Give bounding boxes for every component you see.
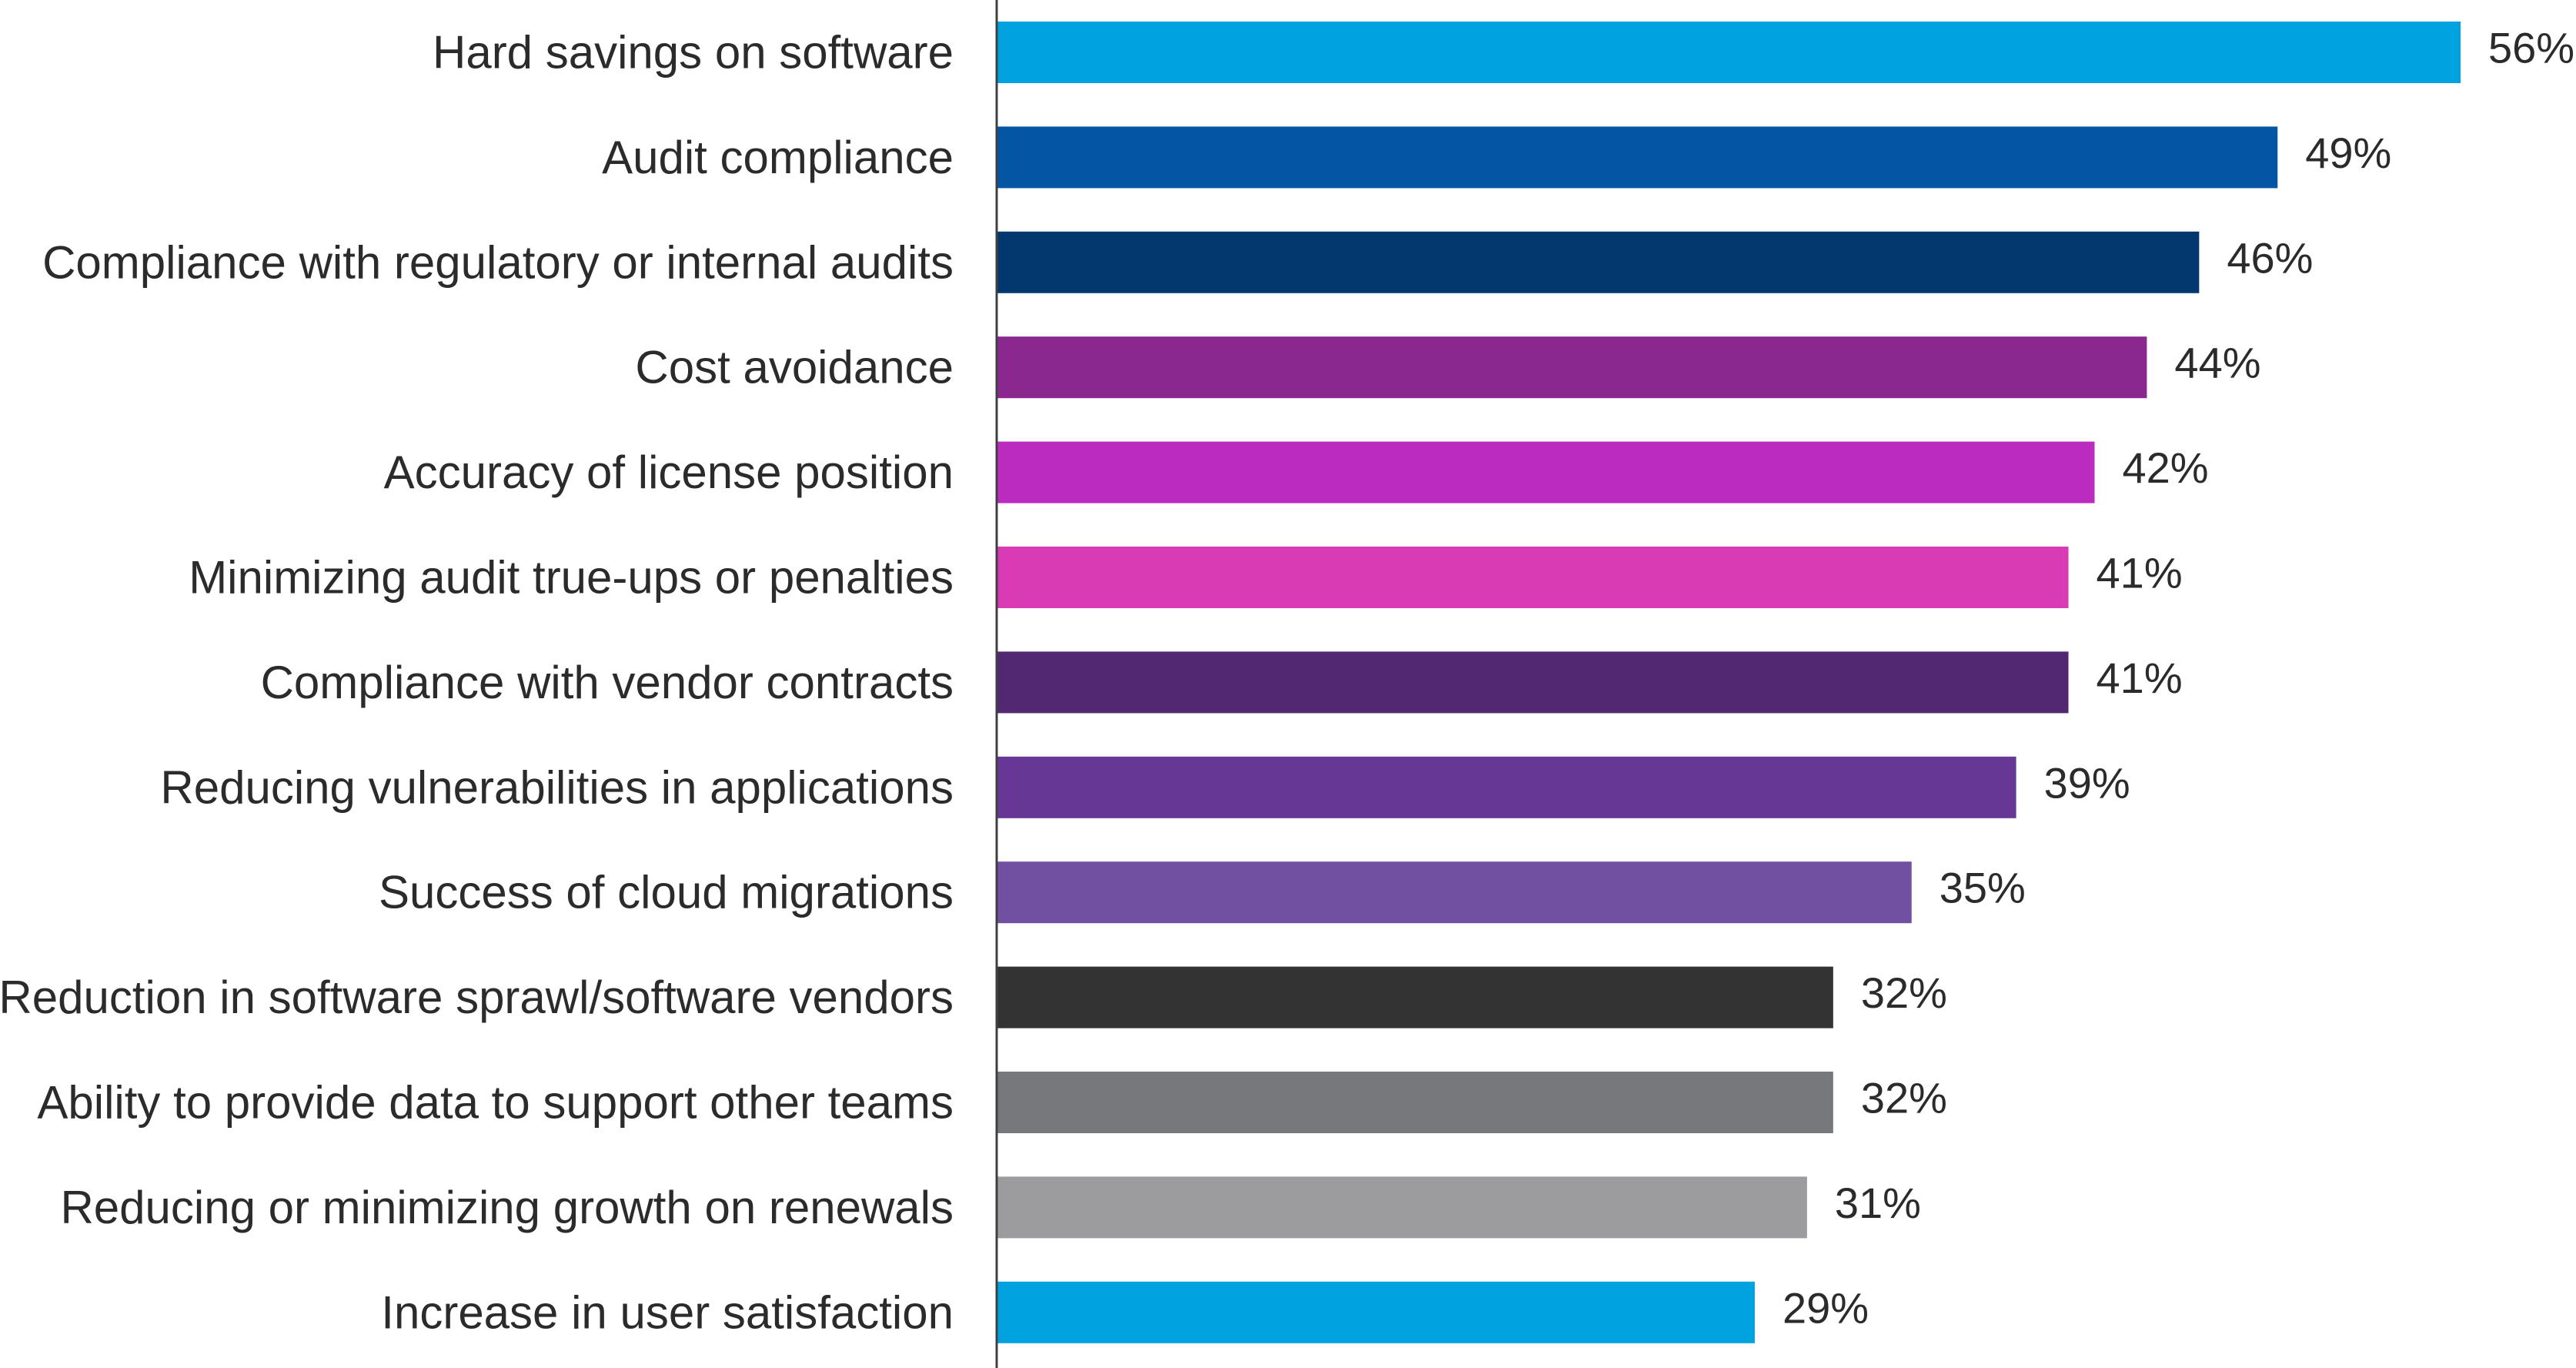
value-label: 49% [2305,129,2391,177]
value-label: 41% [2097,654,2183,702]
value-label: 32% [1861,968,1947,1017]
category-label: Increase in user satisfaction [381,1286,954,1338]
category-label: Success of cloud migrations [379,867,954,918]
category-labels: Hard savings on software Audit compliance… [0,27,954,1339]
value-label: 39% [2044,758,2130,807]
category-label: Reducing vulnerabilities in applications [160,761,954,813]
bar [997,22,2461,83]
category-label: Compliance with regulatory or internal a… [42,236,954,288]
category-label: Compliance with vendor contracts [261,657,954,708]
bar [997,336,2147,399]
value-label: 35% [1940,864,2026,912]
value-label: 56% [2488,24,2574,72]
category-label: Audit compliance [602,132,954,183]
value-label: 29% [1782,1283,1869,1332]
value-label: 46% [2227,233,2313,282]
category-label: Minimizing audit true-ups or penalties [189,552,954,604]
bar [997,126,2278,189]
category-label: Reduction in software sprawl/software ve… [0,972,954,1023]
bar [997,1072,1833,1133]
category-label: Cost avoidance [635,342,954,393]
value-label: 41% [2097,549,2183,597]
bars-group [997,22,2461,1343]
value-label: 44% [2174,339,2260,387]
category-label: Ability to provide data to support other… [37,1077,954,1129]
bar [997,756,2016,818]
bar [997,547,2069,608]
category-label: Hard savings on software [433,27,954,79]
bar [997,651,2069,714]
bar [997,966,1833,1029]
value-label: 42% [2123,443,2209,492]
bar [997,441,2095,503]
category-label: Reducing or minimizing growth on renewal… [60,1182,954,1233]
value-labels: 56% 49% 46% 44% 42% 41% 41% 39% 35% 32% 32% 31% 29% [1782,24,2574,1333]
category-label: Accuracy of license position [384,447,954,498]
bar [997,1281,1755,1343]
bar [997,861,1912,924]
value-label: 31% [1835,1179,1921,1227]
value-label: 32% [1861,1074,1947,1122]
bar [997,231,2200,293]
bar [997,1176,1807,1239]
